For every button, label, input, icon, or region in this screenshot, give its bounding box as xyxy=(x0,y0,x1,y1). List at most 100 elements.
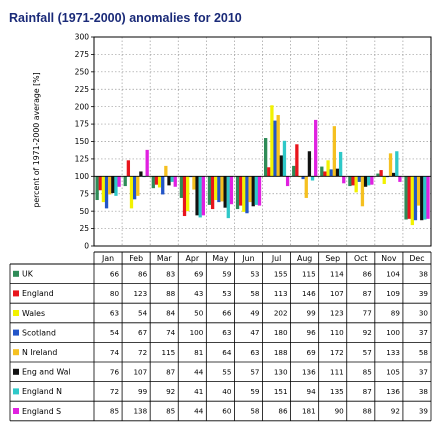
series-label: Wales xyxy=(22,309,45,318)
legend-swatch xyxy=(13,290,19,297)
bar xyxy=(270,105,274,177)
bar xyxy=(407,176,411,219)
bar xyxy=(167,176,171,186)
table-cell: 39 xyxy=(419,407,429,416)
table-cell: 99 xyxy=(307,309,317,318)
bar xyxy=(423,176,427,220)
table-cell: 104 xyxy=(386,269,400,278)
table-cell: 181 xyxy=(302,407,316,416)
table-cell: 69 xyxy=(307,348,317,357)
table-cell: 54 xyxy=(110,328,120,337)
table-cell: 86 xyxy=(138,269,148,278)
bar xyxy=(220,176,224,202)
table-cell: 136 xyxy=(302,367,316,376)
month-label: Nov xyxy=(381,254,397,263)
table-cell: 58 xyxy=(250,407,260,416)
table-cell: 55 xyxy=(222,367,231,376)
bar xyxy=(376,173,380,177)
table-cell: 86 xyxy=(363,269,373,278)
bar xyxy=(95,176,99,201)
table-cell: 53 xyxy=(222,289,231,298)
table-cell: 50 xyxy=(194,309,204,318)
bar xyxy=(292,165,296,177)
table-cell: 133 xyxy=(386,348,400,357)
plot-frame xyxy=(93,36,432,247)
data-table: Jan Feb Mar Apr May Jun Jul Aug Sep Oct Nov Dec UK 66… xyxy=(9,251,432,422)
bar xyxy=(229,176,234,205)
bar xyxy=(363,176,368,187)
y-tick-label: 175 xyxy=(75,120,90,129)
table-cell: 105 xyxy=(386,367,400,376)
series-wales xyxy=(101,105,414,226)
month-label: Sep xyxy=(325,254,340,263)
legend-swatch xyxy=(13,349,19,356)
bar xyxy=(329,169,333,177)
table-cell: 77 xyxy=(363,309,372,318)
bar xyxy=(404,176,408,220)
bar xyxy=(267,167,271,177)
table-cell: 180 xyxy=(274,328,288,337)
bar xyxy=(157,176,162,188)
bar xyxy=(304,176,308,198)
y-tick-label: 75 xyxy=(79,189,89,198)
table-cell: 59 xyxy=(250,387,260,396)
table-cell: 94 xyxy=(307,387,317,396)
y-tick-label: 250 xyxy=(75,67,90,76)
table-cell: 30 xyxy=(419,309,429,318)
month-label: Feb xyxy=(129,254,143,263)
table-cell: 87 xyxy=(363,289,372,298)
table-cell: 83 xyxy=(166,269,175,278)
bar xyxy=(420,176,424,221)
table-cell: 155 xyxy=(274,269,288,278)
table-cell: 113 xyxy=(274,289,288,298)
table-cell: 49 xyxy=(250,309,260,318)
table-cell: 80 xyxy=(110,289,120,298)
bar xyxy=(273,120,277,177)
bar xyxy=(214,176,218,201)
bar xyxy=(126,160,131,177)
bar xyxy=(307,151,312,177)
table-cell: 85 xyxy=(363,367,372,376)
bar xyxy=(173,176,177,187)
legend-swatch xyxy=(13,310,19,316)
y-tick-label: 225 xyxy=(75,85,90,94)
table-cell: 58 xyxy=(419,348,429,357)
bar xyxy=(111,176,115,194)
bar xyxy=(426,176,430,219)
table-cell: 90 xyxy=(335,407,345,416)
table-cell: 76 xyxy=(110,367,120,376)
table-cell: 57 xyxy=(363,348,372,357)
bar xyxy=(98,176,102,191)
table-cell: 47 xyxy=(250,328,259,337)
bar xyxy=(207,176,212,205)
table-cell: 63 xyxy=(110,309,119,318)
table-cell: 92 xyxy=(391,407,400,416)
table-cell: 110 xyxy=(330,328,344,337)
series-label: N Ireland xyxy=(22,348,57,357)
bar xyxy=(323,171,327,177)
bar xyxy=(370,176,374,185)
table-cell: 87 xyxy=(363,387,372,396)
bar xyxy=(357,176,361,182)
table-cell: 72 xyxy=(138,348,147,357)
bar xyxy=(129,176,134,209)
table-cell: 123 xyxy=(133,289,147,298)
table-cell: 188 xyxy=(274,348,288,357)
table-cell: 114 xyxy=(330,269,344,278)
series-n-ireland xyxy=(108,115,421,207)
y-tick-label: 0 xyxy=(84,242,89,251)
bar xyxy=(242,176,246,212)
y-tick-label: 275 xyxy=(75,50,90,59)
bar xyxy=(226,176,230,219)
table-cell: 63 xyxy=(222,328,231,337)
table-cell: 202 xyxy=(274,309,288,318)
bar xyxy=(295,144,299,177)
bar xyxy=(170,176,174,182)
bar xyxy=(388,153,393,177)
month-label: Apr xyxy=(186,254,200,263)
table-cell: 89 xyxy=(391,309,401,318)
table-cell: 39 xyxy=(419,289,429,298)
table-cell: 130 xyxy=(274,367,288,376)
table-cell: 88 xyxy=(166,289,176,298)
table-cell: 136 xyxy=(386,387,400,396)
